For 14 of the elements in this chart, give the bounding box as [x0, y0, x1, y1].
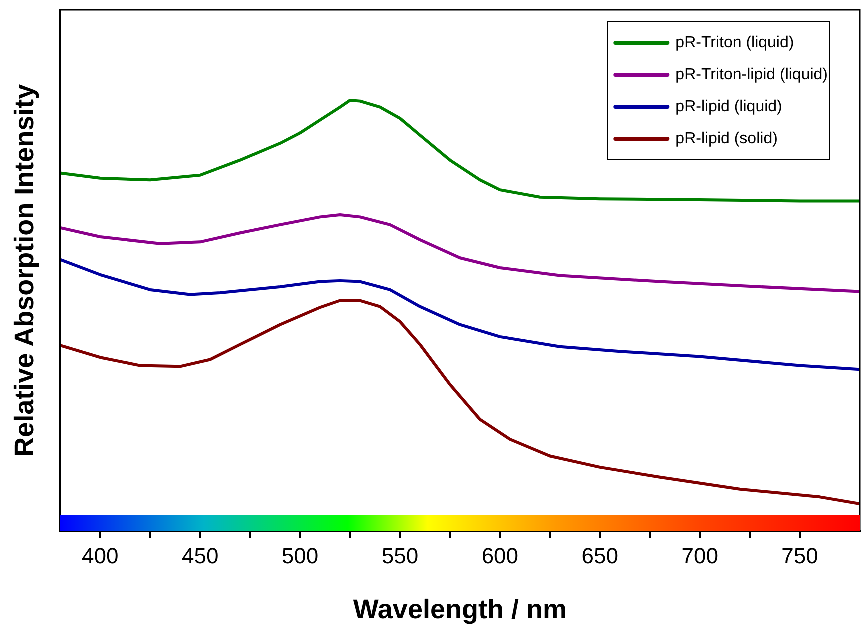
x-tick-label: 400 — [82, 543, 119, 568]
x-tick-label: 600 — [482, 543, 519, 568]
x-tick-label: 450 — [182, 543, 219, 568]
y-axis-title: Relative Absorption Intensity — [10, 84, 40, 457]
x-tick-label: 700 — [682, 543, 718, 568]
x-tick-label: 500 — [282, 543, 319, 568]
legend-label: pR-Triton (liquid) — [676, 34, 794, 52]
legend-label: pR-lipid (liquid) — [676, 98, 782, 116]
x-axis-title: Wavelength / nm — [353, 594, 567, 624]
x-tick-label: 650 — [582, 543, 618, 568]
legend-label: pR-Triton-lipid (liquid) — [676, 66, 828, 84]
legend-label: pR-lipid (solid) — [676, 130, 778, 148]
x-tick-label: 550 — [382, 543, 419, 568]
x-tick-label: 750 — [782, 543, 818, 568]
